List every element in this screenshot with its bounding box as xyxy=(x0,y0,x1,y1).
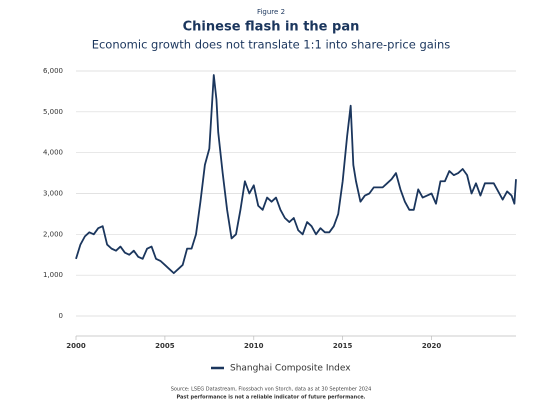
note: Past performance is not a reliable indic… xyxy=(177,395,366,401)
x-tick-label: 2015 xyxy=(333,342,353,350)
y-tick-label: 5,000 xyxy=(43,108,63,116)
figure-label: Figure 2 xyxy=(257,8,285,16)
chart-subtitle: Economic growth does not translate 1:1 i… xyxy=(92,38,451,52)
chart-title: Chinese flash in the pan xyxy=(183,20,360,35)
y-tick-label: 3,000 xyxy=(43,190,63,198)
series-line xyxy=(75,74,517,275)
source: Source: LSEG Datastream, Flossbach von S… xyxy=(171,387,372,393)
y-tick-label: 1,000 xyxy=(43,271,63,279)
y-tick-label: 6,000 xyxy=(43,67,63,75)
y-tick-label: 2,000 xyxy=(43,230,63,238)
x-tick-label: 2010 xyxy=(244,342,264,350)
legend-label: Shanghai Composite Index xyxy=(230,364,351,374)
x-tick-label: 2000 xyxy=(66,342,86,350)
x-tick-label: 2005 xyxy=(155,342,175,350)
y-tick-label: 0 xyxy=(59,312,63,320)
y-tick-label: 4,000 xyxy=(43,149,63,157)
x-tick-label: 2020 xyxy=(422,342,442,350)
